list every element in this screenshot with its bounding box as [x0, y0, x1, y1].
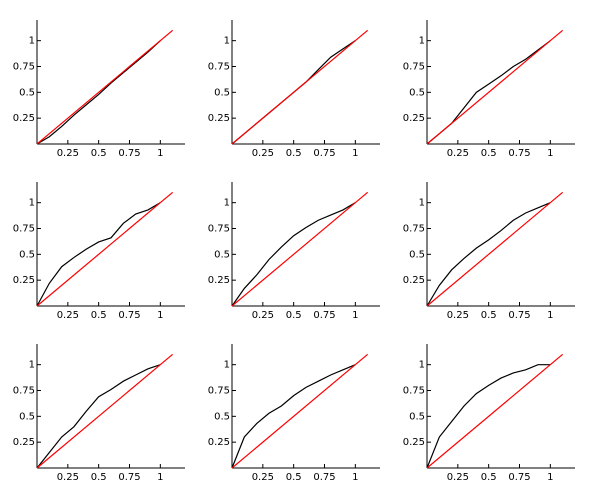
- x-tick-label: 1: [547, 148, 553, 159]
- x-tick-label: 0.5: [481, 310, 497, 321]
- x-tick-label: 0.25: [57, 310, 79, 321]
- panel: 0.25 0.5 0.75 1 0.25 0.5 0.75 1: [13, 182, 185, 321]
- y-tick-label: 0.75: [13, 386, 35, 397]
- y-tick-label: 1: [29, 36, 35, 47]
- y-tick-label: 1: [224, 198, 230, 209]
- y-tick-label: 0.75: [208, 224, 230, 235]
- line-series: [36, 40, 161, 145]
- y-tick-label: 0.25: [13, 437, 35, 448]
- x-tick-label: 0.75: [313, 310, 335, 321]
- y-tick-label: 0.75: [403, 62, 425, 73]
- x-tick-label: 0.25: [252, 310, 274, 321]
- x-tick-label: 0.25: [252, 472, 274, 483]
- x-tick-label: 0.75: [118, 310, 140, 321]
- panel: 0.25 0.5 0.75 1 0.25 0.5 0.75 1: [403, 20, 575, 159]
- line-series: [231, 364, 356, 469]
- y-tick-label: 1: [29, 198, 35, 209]
- y-tick-label: 0.75: [13, 62, 35, 73]
- x-tick-label: 0.5: [91, 310, 107, 321]
- x-tick-label: 0.75: [313, 472, 335, 483]
- x-tick-label: 1: [352, 310, 358, 321]
- y-tick-label: 1: [419, 36, 425, 47]
- y-tick-label: 0.5: [214, 249, 230, 260]
- y-tick-label: 0.25: [208, 113, 230, 124]
- x-tick-label: 0.75: [118, 148, 140, 159]
- panel: 0.25 0.5 0.75 1 0.25 0.5 0.75 1: [208, 182, 380, 321]
- line-series: [426, 191, 564, 307]
- x-tick-label: 0.5: [481, 148, 497, 159]
- y-tick-label: 0.25: [208, 437, 230, 448]
- x-tick-label: 0.5: [286, 472, 302, 483]
- panel: 0.25 0.5 0.75 1 0.25 0.5 0.75 1: [403, 344, 575, 483]
- x-tick-label: 1: [157, 310, 163, 321]
- line-series: [231, 353, 369, 469]
- line-series: [231, 29, 369, 145]
- line-series: [36, 364, 161, 469]
- x-tick-label: 0.25: [57, 148, 79, 159]
- x-tick-label: 0.75: [508, 148, 530, 159]
- y-tick-label: 0.75: [13, 224, 35, 235]
- panel: 0.25 0.5 0.75 1 0.25 0.5 0.75 1: [13, 20, 185, 159]
- y-tick-label: 1: [224, 36, 230, 47]
- line-series: [426, 353, 564, 469]
- y-tick-label: 0.5: [214, 411, 230, 422]
- x-tick-label: 0.25: [57, 472, 79, 483]
- y-tick-label: 0.25: [13, 113, 35, 124]
- y-tick-label: 0.25: [403, 437, 425, 448]
- x-tick-label: 1: [157, 472, 163, 483]
- y-tick-label: 0.25: [403, 275, 425, 286]
- x-tick-label: 0.75: [118, 472, 140, 483]
- y-tick-label: 1: [419, 198, 425, 209]
- y-tick-label: 0.5: [19, 411, 35, 422]
- x-tick-label: 0.75: [508, 472, 530, 483]
- x-tick-label: 0.5: [91, 148, 107, 159]
- line-series: [36, 191, 174, 307]
- x-tick-label: 0.25: [447, 310, 469, 321]
- x-tick-label: 0.25: [447, 148, 469, 159]
- x-tick-label: 0.25: [252, 148, 274, 159]
- x-tick-label: 1: [352, 472, 358, 483]
- y-tick-label: 0.5: [19, 87, 35, 98]
- y-tick-label: 0.25: [208, 275, 230, 286]
- line-series: [36, 353, 174, 469]
- x-tick-label: 0.5: [286, 148, 302, 159]
- line-series: [426, 364, 551, 469]
- y-tick-label: 0.75: [403, 386, 425, 397]
- line-series: [231, 202, 356, 307]
- x-tick-label: 0.5: [91, 472, 107, 483]
- x-tick-label: 0.75: [508, 310, 530, 321]
- panel: 0.25 0.5 0.75 1 0.25 0.5 0.75 1: [208, 344, 380, 483]
- y-tick-label: 0.75: [208, 62, 230, 73]
- y-tick-label: 0.25: [13, 275, 35, 286]
- x-tick-label: 0.5: [481, 472, 497, 483]
- x-tick-label: 0.75: [313, 148, 335, 159]
- line-series: [426, 29, 564, 145]
- y-tick-label: 0.5: [409, 249, 425, 260]
- panel: 0.25 0.5 0.75 1 0.25 0.5 0.75 1: [208, 20, 380, 159]
- y-tick-label: 1: [224, 360, 230, 371]
- y-tick-label: 0.25: [403, 113, 425, 124]
- y-tick-label: 0.5: [214, 87, 230, 98]
- y-tick-label: 0.5: [409, 411, 425, 422]
- line-series: [36, 29, 174, 145]
- x-tick-label: 0.25: [447, 472, 469, 483]
- x-tick-label: 1: [547, 310, 553, 321]
- line-series: [231, 191, 369, 307]
- x-tick-label: 1: [352, 148, 358, 159]
- x-tick-label: 0.5: [286, 310, 302, 321]
- y-tick-label: 1: [419, 360, 425, 371]
- y-tick-label: 0.75: [403, 224, 425, 235]
- x-tick-label: 1: [157, 148, 163, 159]
- panel: 0.25 0.5 0.75 1 0.25 0.5 0.75 1: [403, 182, 575, 321]
- line-series: [36, 202, 161, 307]
- panel: 0.25 0.5 0.75 1 0.25 0.5 0.75 1: [13, 344, 185, 483]
- x-tick-label: 1: [547, 472, 553, 483]
- y-tick-label: 0.75: [208, 386, 230, 397]
- y-tick-label: 1: [29, 360, 35, 371]
- y-tick-label: 0.5: [409, 87, 425, 98]
- line-series: [426, 202, 551, 307]
- y-tick-label: 0.5: [19, 249, 35, 260]
